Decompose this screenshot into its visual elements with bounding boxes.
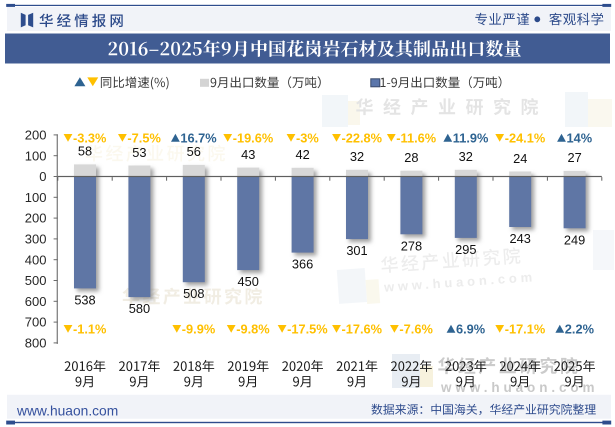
svg-text:-22.8%: -22.8% [342,130,383,145]
svg-text:301: 301 [346,243,367,258]
svg-text:11.9%: 11.9% [453,130,489,145]
svg-text:www.huaon.com: www.huaon.com [440,380,598,395]
svg-text:538: 538 [74,292,95,307]
svg-text:www.huaon.com: www.huaon.com [16,403,118,418]
svg-text:42: 42 [295,147,309,162]
svg-text:295: 295 [455,242,476,257]
svg-text:-9.9%: -9.9% [182,321,216,336]
svg-text:200: 200 [25,128,47,143]
svg-text:14%: 14% [567,130,593,145]
svg-text:-3%: -3% [296,130,319,145]
svg-text:-7.5%: -7.5% [127,130,161,145]
svg-text:-11.6%: -11.6% [396,130,436,145]
svg-text:2.2%: 2.2% [565,321,595,336]
svg-text:500: 500 [25,273,47,288]
svg-text:24: 24 [513,151,527,166]
svg-text:-17.6%: -17.6% [342,321,383,336]
svg-text:400: 400 [25,252,47,267]
svg-text:508: 508 [183,286,204,301]
svg-text:100: 100 [25,148,47,163]
svg-text:580: 580 [129,301,150,316]
svg-text:-7.6%: -7.6% [399,321,433,336]
svg-text:-9.8%: -9.8% [236,321,270,336]
svg-text:-19.6%: -19.6% [233,130,274,145]
svg-text:32: 32 [459,149,473,164]
svg-text:56: 56 [187,144,201,159]
svg-text:53: 53 [132,145,146,160]
svg-text:-3.3%: -3.3% [73,130,107,145]
svg-text:450: 450 [238,274,259,289]
svg-text:www.huaon.com: www.huaon.com [383,269,537,295]
svg-text:28: 28 [404,150,418,165]
svg-text:27: 27 [567,150,581,165]
svg-text:-1.1%: -1.1% [73,321,107,336]
svg-text:6.9%: 6.9% [456,321,486,336]
svg-text:700: 700 [25,315,47,330]
svg-text:-24.1%: -24.1% [505,130,546,145]
svg-text:-17.1%: -17.1% [505,321,546,336]
svg-text:58: 58 [78,144,92,159]
svg-text:43: 43 [241,147,255,162]
svg-text:249: 249 [564,232,585,247]
svg-text:600: 600 [25,294,47,309]
svg-text:-17.5%: -17.5% [287,321,328,336]
svg-text:278: 278 [401,238,422,253]
svg-text:243: 243 [510,231,531,246]
svg-text:100: 100 [25,190,47,205]
svg-text:0: 0 [39,169,46,184]
svg-text:366: 366 [292,257,313,272]
svg-text:32: 32 [350,149,364,164]
svg-text:16.7%: 16.7% [180,130,217,145]
svg-text:200: 200 [25,211,47,226]
svg-text:800: 800 [25,336,47,351]
svg-text:300: 300 [25,232,47,247]
